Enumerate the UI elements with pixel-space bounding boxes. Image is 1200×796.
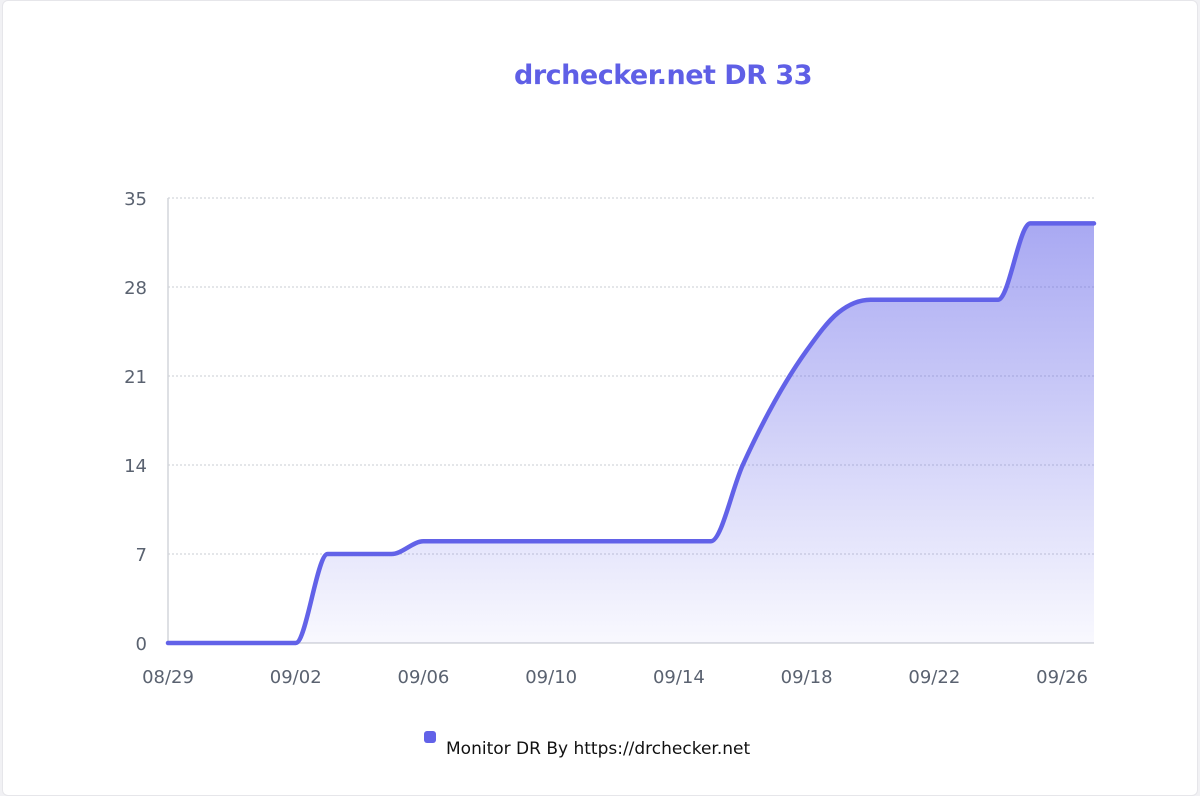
data-point: [326, 552, 330, 556]
data-point: [517, 539, 521, 543]
y-tick-label: 35: [124, 189, 147, 210]
x-tick-label: 09/14: [653, 667, 705, 688]
data-point: [773, 399, 777, 403]
data-point: [1092, 221, 1096, 225]
data-point: [613, 539, 617, 543]
data-point: [166, 641, 170, 645]
data-point: [485, 539, 489, 543]
data-point: [262, 641, 266, 645]
x-tick-label: 08/29: [142, 667, 194, 688]
legend-label: Monitor DR By https://drchecker.net: [446, 739, 751, 759]
data-point: [805, 349, 809, 353]
data-point: [1028, 221, 1032, 225]
x-tick-label: 09/22: [908, 667, 960, 688]
data-point: [900, 298, 904, 302]
data-point: [581, 539, 585, 543]
data-point: [198, 641, 202, 645]
data-point: [837, 310, 841, 314]
series-line: [165, 221, 1097, 646]
series-area: [168, 223, 1094, 643]
data-point: [549, 539, 553, 543]
data-point: [677, 539, 681, 543]
data-point: [230, 641, 234, 645]
x-tick-label: 09/10: [525, 667, 577, 688]
data-point: [645, 539, 649, 543]
y-tick-label: 21: [124, 367, 147, 388]
data-point: [390, 552, 394, 556]
x-tick-label: 09/26: [1036, 667, 1088, 688]
y-tick-label: 0: [136, 634, 147, 655]
data-point: [358, 552, 362, 556]
data-point: [294, 641, 298, 645]
x-tick-label: 09/06: [398, 667, 450, 688]
y-tick-label: 28: [124, 278, 147, 299]
data-point: [868, 298, 872, 302]
y-tick-label: 14: [124, 456, 147, 477]
data-point: [996, 298, 1000, 302]
data-point: [932, 298, 936, 302]
legend[interactable]: Monitor DR By https://drchecker.net: [424, 731, 750, 759]
legend-swatch: [424, 731, 436, 743]
data-point: [453, 539, 457, 543]
x-tick-label: 09/02: [270, 667, 322, 688]
data-point: [964, 298, 968, 302]
data-point: [1060, 221, 1064, 225]
y-tick-label: 7: [136, 545, 147, 566]
x-tick-label: 09/18: [781, 667, 833, 688]
data-point: [709, 539, 713, 543]
data-point: [741, 463, 745, 467]
chart-title: drchecker.net DR 33: [514, 60, 812, 91]
data-point: [421, 539, 425, 543]
